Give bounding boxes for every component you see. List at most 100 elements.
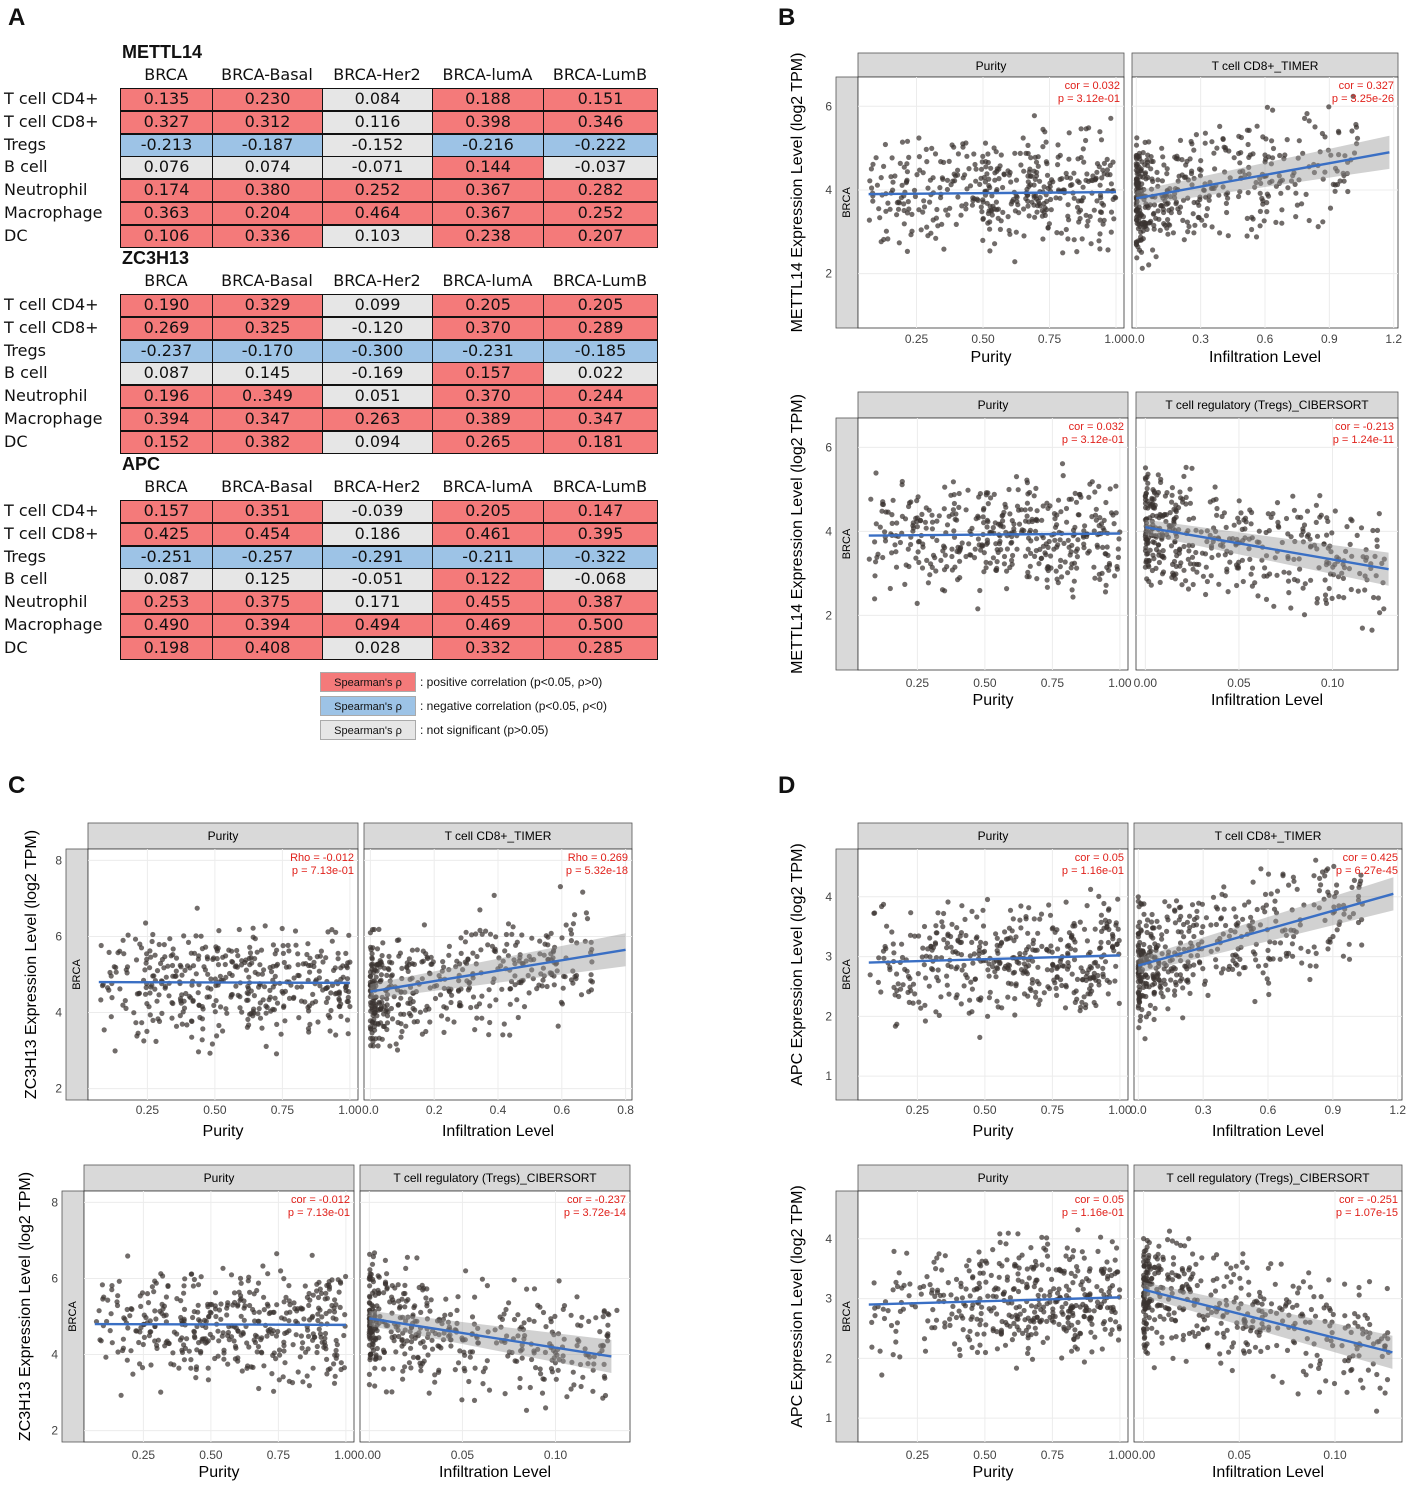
data-point bbox=[1252, 184, 1258, 190]
data-point bbox=[1139, 265, 1145, 271]
data-point bbox=[1005, 214, 1011, 220]
data-point bbox=[1235, 515, 1241, 521]
data-point bbox=[206, 1314, 212, 1320]
data-point bbox=[1335, 128, 1342, 134]
data-point bbox=[1187, 990, 1193, 997]
data-point bbox=[1041, 1245, 1047, 1251]
data-point bbox=[1024, 480, 1030, 486]
facet-strip bbox=[359, 1164, 631, 1192]
correlation-cell: 0.469 bbox=[432, 614, 544, 637]
data-point bbox=[944, 522, 951, 528]
data-point bbox=[1002, 1342, 1009, 1348]
data-point bbox=[941, 246, 947, 252]
data-point bbox=[400, 1376, 406, 1382]
data-point bbox=[966, 1257, 972, 1263]
data-point bbox=[907, 984, 913, 990]
data-point bbox=[1061, 963, 1067, 969]
data-point bbox=[556, 1278, 562, 1284]
data-point bbox=[1070, 1312, 1076, 1319]
data-point bbox=[1152, 1005, 1158, 1012]
data-point bbox=[995, 1004, 1001, 1010]
data-point bbox=[1146, 949, 1153, 955]
data-point bbox=[1026, 169, 1032, 175]
correlation-cell: 0.346 bbox=[543, 110, 658, 134]
data-point bbox=[292, 1306, 298, 1312]
data-point bbox=[1083, 177, 1089, 183]
data-point bbox=[1370, 527, 1376, 534]
data-point bbox=[367, 1321, 373, 1327]
correlation-cell: 0.125 bbox=[212, 568, 323, 592]
panel-label-b: B bbox=[778, 4, 796, 31]
correlation-cell: 0.198 bbox=[120, 636, 213, 660]
data-point bbox=[1180, 499, 1186, 505]
data-point bbox=[938, 994, 944, 1000]
data-point bbox=[395, 1282, 401, 1288]
data-point bbox=[217, 973, 223, 979]
data-point bbox=[972, 546, 978, 552]
x-tick-label: 0.50 bbox=[971, 332, 995, 346]
data-point bbox=[212, 1009, 218, 1015]
data-point bbox=[367, 1300, 373, 1306]
data-point bbox=[885, 236, 891, 242]
data-point bbox=[1214, 145, 1220, 151]
data-point bbox=[1225, 589, 1231, 595]
data-point bbox=[900, 1306, 907, 1312]
panel-label-c: C bbox=[8, 772, 26, 799]
data-point bbox=[204, 954, 210, 960]
data-point bbox=[989, 193, 995, 199]
data-point bbox=[1336, 903, 1342, 909]
data-point bbox=[154, 968, 161, 974]
data-point bbox=[1151, 488, 1157, 494]
data-point bbox=[1145, 163, 1151, 169]
data-point bbox=[283, 964, 289, 970]
data-point bbox=[1253, 234, 1260, 240]
data-point bbox=[377, 1006, 384, 1012]
data-point bbox=[127, 1313, 133, 1319]
data-point bbox=[1185, 959, 1191, 965]
data-point bbox=[1021, 206, 1027, 212]
data-point bbox=[1063, 226, 1069, 233]
column-header: BRCA-Basal bbox=[221, 477, 313, 496]
data-point bbox=[179, 972, 185, 978]
data-point bbox=[1220, 966, 1226, 972]
data-point bbox=[281, 1316, 288, 1322]
data-point bbox=[977, 997, 983, 1003]
data-point bbox=[382, 1257, 388, 1263]
data-point bbox=[1317, 149, 1323, 155]
data-point bbox=[1013, 177, 1020, 183]
y-axis-label: APC Expression Level (log2 TPM) bbox=[789, 1185, 806, 1427]
data-point bbox=[245, 991, 251, 997]
data-point bbox=[1029, 173, 1035, 179]
data-point bbox=[1039, 555, 1045, 561]
data-point bbox=[1005, 994, 1011, 1000]
data-point bbox=[473, 961, 479, 967]
data-point bbox=[254, 1287, 260, 1294]
data-point bbox=[332, 1352, 338, 1358]
data-point bbox=[256, 1309, 262, 1315]
gene-title: METTL14 bbox=[122, 42, 203, 62]
column-header: BRCA bbox=[144, 477, 188, 496]
data-point bbox=[891, 1248, 897, 1254]
data-point bbox=[1062, 1005, 1069, 1011]
data-point bbox=[593, 1315, 599, 1321]
data-point bbox=[414, 1255, 420, 1261]
data-point bbox=[1002, 929, 1008, 935]
data-point bbox=[1151, 210, 1157, 216]
data-point bbox=[376, 1306, 382, 1312]
data-point bbox=[983, 940, 989, 947]
data-point bbox=[486, 987, 492, 993]
facet-panel bbox=[1135, 417, 1399, 671]
data-point bbox=[302, 1283, 308, 1289]
data-point bbox=[1176, 946, 1182, 952]
data-point bbox=[472, 1294, 478, 1300]
data-point bbox=[306, 1383, 312, 1389]
data-point bbox=[1299, 960, 1305, 966]
data-point bbox=[922, 1002, 928, 1008]
data-point bbox=[1012, 259, 1018, 265]
data-point bbox=[893, 1328, 899, 1334]
data-point bbox=[927, 572, 933, 578]
data-point bbox=[1065, 570, 1071, 576]
data-point bbox=[1374, 527, 1381, 534]
data-point bbox=[1075, 178, 1081, 184]
